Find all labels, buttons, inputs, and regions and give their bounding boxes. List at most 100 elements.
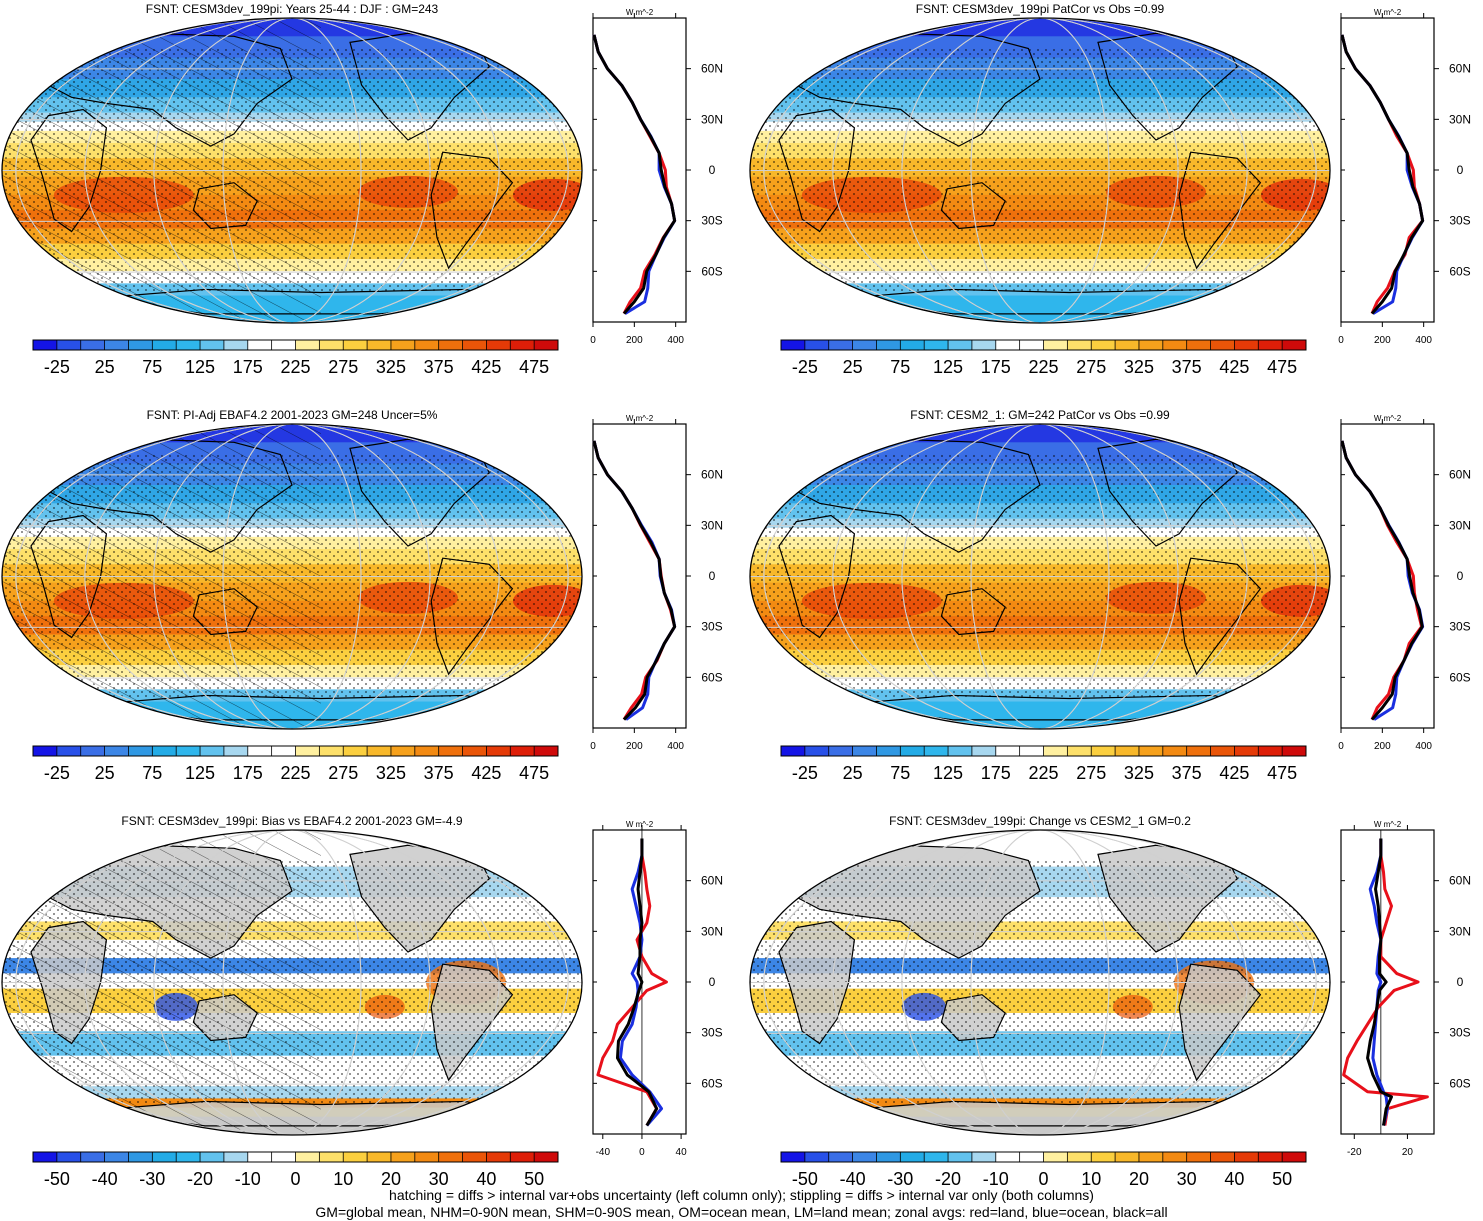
zonal-all-line <box>1366 838 1393 1126</box>
zonal-value-tick-label: -20 <box>1347 1147 1362 1158</box>
colorbar-tick-label: 75 <box>890 763 910 783</box>
zonal-mean-plot: W m^-2 60N 30N 0 30S 60S -40 0 40 <box>592 820 723 1158</box>
colorbar-tick-label: -20 <box>935 1169 961 1185</box>
colorbar-swatch <box>1258 1152 1283 1162</box>
colorbar-tick-label: 75 <box>142 357 162 377</box>
colorbar-swatch <box>1162 746 1187 756</box>
colorbar-tick-label: -50 <box>44 1169 70 1185</box>
colorbar-swatch <box>486 746 511 756</box>
zonal-value-tick-label: 0 <box>639 1147 645 1158</box>
colorbar-swatch <box>319 746 344 756</box>
colorbar-swatch <box>995 1152 1020 1162</box>
zonal-lat-tick-label: 60S <box>1449 264 1470 278</box>
zonal-lat-tick-label: 30N <box>701 112 723 126</box>
colorbar-tick-label: 10 <box>333 1169 353 1185</box>
zonal-lat-tick-label: 0 <box>709 569 716 583</box>
zonal-mean-plot: W m^-2 60N 30N 0 30S 60S 0 200 400 <box>1338 414 1471 752</box>
zonal-value-tick-label: 200 <box>626 335 643 346</box>
zonal-lat-tick-label: 60N <box>1449 62 1471 76</box>
colorbar-swatch <box>319 1152 344 1162</box>
colorbar-swatch <box>223 1152 249 1162</box>
colorbar-swatch <box>1210 1152 1235 1162</box>
colorbar-swatch <box>534 746 559 756</box>
colorbar: -50 -40 -30 -20 -10 0 10 20 30 40 50 <box>32 1151 559 1189</box>
colorbar-swatch <box>390 746 416 756</box>
colorbar-swatch <box>900 340 925 350</box>
zonal-value-tick-label: 400 <box>1415 335 1432 346</box>
colorbar-swatch <box>1234 746 1259 756</box>
colorbar-swatch <box>876 1152 901 1162</box>
colorbar-swatch <box>1115 746 1140 756</box>
panel-5: FSNT: CESM3dev_199pi: Bias vs EBAF4.2 20… <box>1 814 723 1189</box>
colorbar: -25 25 75 125 175 225 275 325 375 425 475 <box>780 339 1307 377</box>
colorbar-swatch <box>33 1152 58 1162</box>
colorbar-swatch <box>852 340 877 350</box>
colorbar-swatch <box>828 746 853 756</box>
colorbar-swatch <box>804 1152 830 1162</box>
colorbar-tick-label: 275 <box>1076 357 1106 377</box>
colorbar-tick-label: 30 <box>1177 1169 1197 1185</box>
panel-title: FSNT: CESM2_1: GM=242 PatCor vs Obs =0.9… <box>910 408 1170 422</box>
colorbar-swatch <box>534 340 559 350</box>
colorbar-swatch <box>486 340 511 350</box>
colorbar-tick-label: -25 <box>44 763 70 783</box>
colorbar-tick-label: -30 <box>887 1169 913 1185</box>
colorbar-swatch <box>80 746 105 756</box>
colorbar-swatch <box>900 1152 925 1162</box>
colorbar-swatch <box>128 340 153 350</box>
zonal-lat-tick-label: 0 <box>1457 569 1464 583</box>
colorbar-swatch <box>104 1152 129 1162</box>
colorbar-swatch <box>948 340 973 350</box>
colorbar-swatch <box>924 746 949 756</box>
colorbar-swatch <box>295 1152 320 1162</box>
zonal-mean-plot: W m^-2 60N 30N 0 30S 60S 0 200 400 <box>590 8 723 346</box>
colorbar-tick-label: 10 <box>1081 1169 1101 1185</box>
colorbar-swatch <box>462 1152 487 1162</box>
colorbar-tick-label: -10 <box>983 1169 1009 1185</box>
zonal-mean-plot: W m^-2 60N 30N 0 30S 60S 0 200 400 <box>590 414 723 752</box>
colorbar-tick-label: 275 <box>1076 763 1106 783</box>
zonal-lat-tick-label: 60S <box>1449 670 1470 684</box>
colorbar-swatch <box>486 1152 511 1162</box>
colorbar-tick-label: -25 <box>44 357 70 377</box>
colorbar-swatch <box>438 746 463 756</box>
colorbar-swatch <box>971 746 997 756</box>
panel-title: FSNT: CESM3dev_199pi: Bias vs EBAF4.2 20… <box>121 814 462 828</box>
colorbar-swatch <box>1067 746 1092 756</box>
colorbar-swatch <box>414 1152 439 1162</box>
zonal-lat-tick-label: 60N <box>1449 874 1471 888</box>
zonal-value-tick-label: 0 <box>1338 335 1344 346</box>
colorbar-swatch <box>367 1152 392 1162</box>
colorbar-swatch <box>1234 1152 1259 1162</box>
colorbar-swatch <box>1138 746 1164 756</box>
colorbar-swatch <box>1091 340 1116 350</box>
map-field <box>750 18 1330 323</box>
zonal-value-tick-label: 200 <box>1374 335 1391 346</box>
colorbar-swatch <box>295 746 320 756</box>
zonal-lat-tick-label: 30S <box>701 1026 722 1040</box>
colorbar-swatch <box>1043 746 1068 756</box>
colorbar-tick-label: -40 <box>92 1169 118 1185</box>
colorbar-swatch <box>1091 1152 1116 1162</box>
colorbar-swatch <box>924 1152 949 1162</box>
colorbar-tick-label: -30 <box>139 1169 165 1185</box>
zonal-unit-label: W m^-2 <box>626 820 654 829</box>
zonal-mean-plot: W m^-2 60N 30N 0 30S 60S -20 20 <box>1340 820 1471 1158</box>
panel-1: FSNT: CESM3dev_199pi: Years 25-44 : DJF … <box>1 2 723 377</box>
colorbar-swatch <box>438 1152 463 1162</box>
panel-3: FSNT: PI-Adj EBAF4.2 2001-2023 GM=248 Un… <box>1 408 723 783</box>
colorbar-swatch <box>390 1152 416 1162</box>
map-field <box>750 424 1330 729</box>
panel-title: FSNT: PI-Adj EBAF4.2 2001-2023 GM=248 Un… <box>147 408 438 422</box>
colorbar-swatch <box>1043 1152 1068 1162</box>
colorbar-swatch <box>1282 340 1307 350</box>
colorbar-swatch <box>295 340 320 350</box>
colorbar-swatch <box>948 1152 973 1162</box>
panel-title: FSNT: CESM3dev_199pi PatCor vs Obs =0.99 <box>916 2 1165 16</box>
zonal-ocean-line <box>1368 838 1389 1126</box>
colorbar-tick-label: 275 <box>328 763 358 783</box>
colorbar-swatch <box>1091 746 1116 756</box>
colorbar-tick-label: 175 <box>233 763 263 783</box>
colorbar-swatch <box>152 340 177 350</box>
colorbar-tick-label: 125 <box>185 357 215 377</box>
